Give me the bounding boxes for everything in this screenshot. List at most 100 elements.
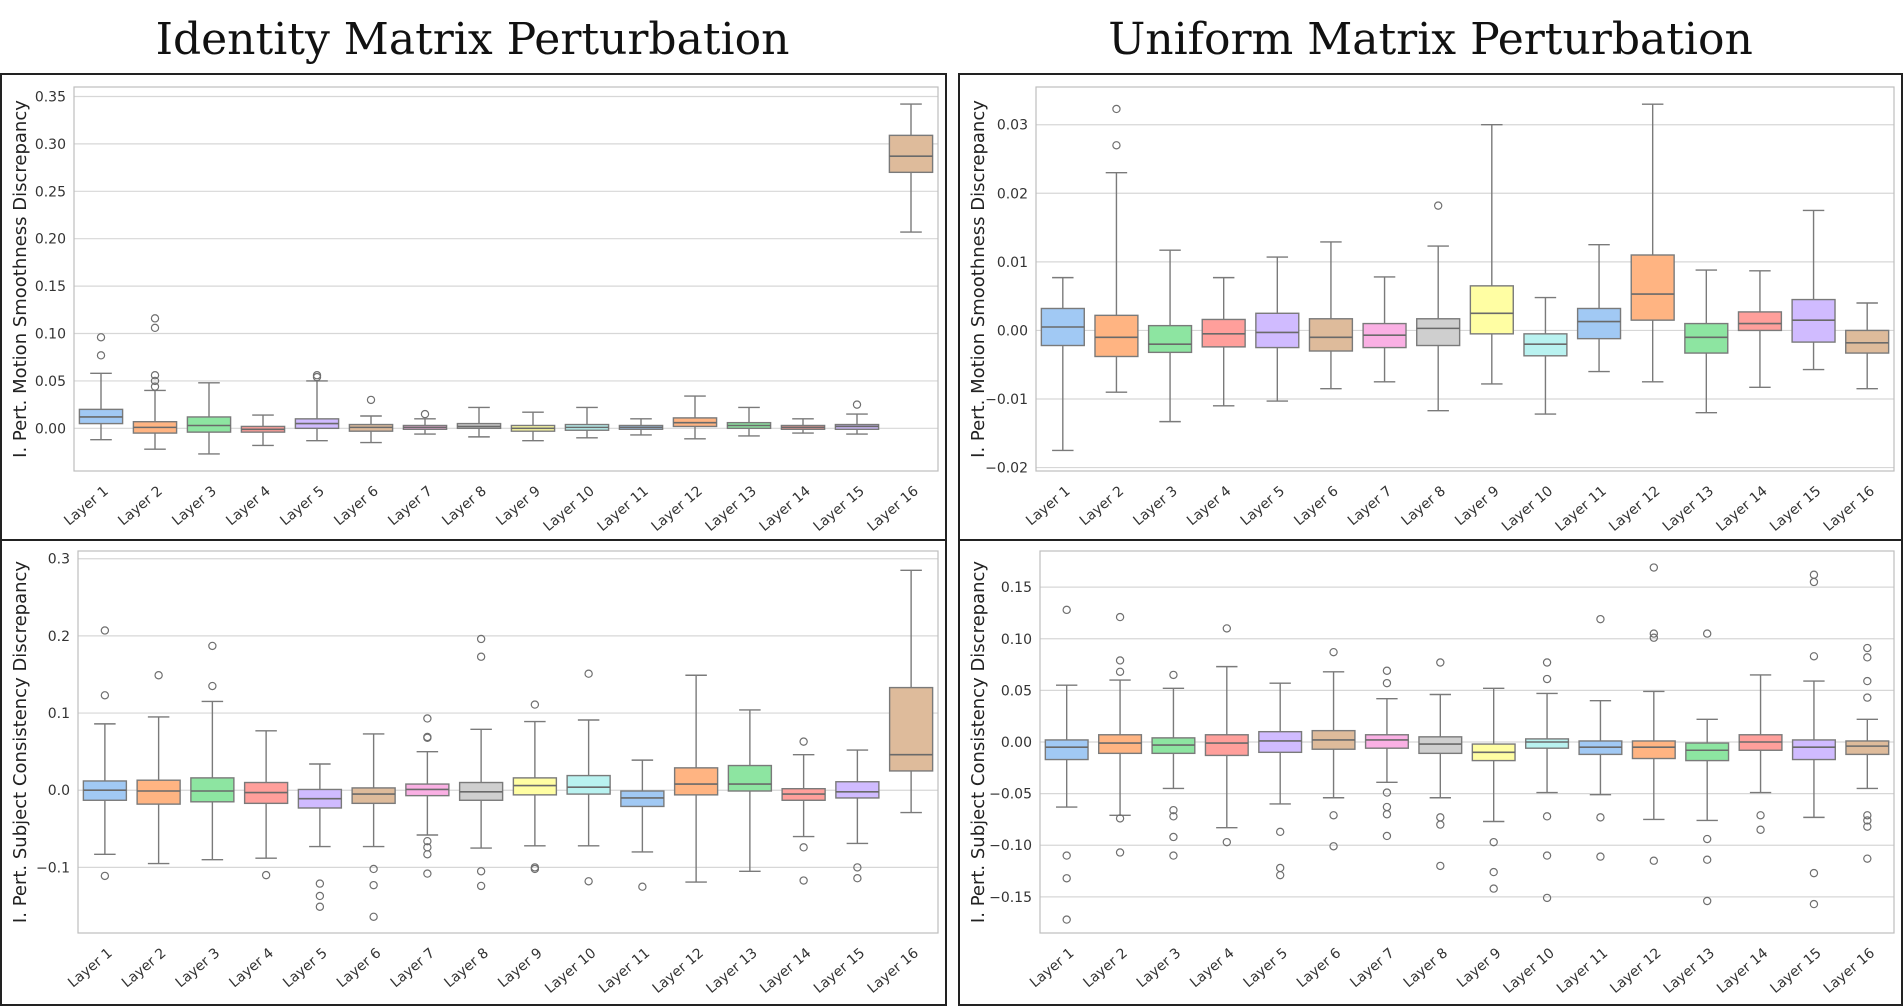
x-tick-label: Layer 15 bbox=[1767, 945, 1824, 997]
box-2 bbox=[132, 314, 178, 450]
outlier-point bbox=[853, 874, 862, 883]
box-3 bbox=[186, 382, 232, 455]
x-tick-label: Layer 11 bbox=[1553, 483, 1610, 535]
box-5 bbox=[297, 763, 343, 911]
box-16 bbox=[1845, 302, 1890, 390]
outlier-point bbox=[1809, 868, 1819, 878]
x-tick-label: Layer 8 bbox=[441, 945, 491, 991]
outlier-point bbox=[1169, 812, 1178, 821]
y-tick-label: 0.3 bbox=[48, 552, 70, 568]
outlier-point bbox=[1115, 814, 1125, 823]
outlier-point bbox=[1863, 816, 1872, 825]
x-tick-label: Layer 9 bbox=[495, 945, 545, 991]
chart-uniform-motion-smoothness: −0.02 −0.01 0.00 0.01 0.02 0.03 I. Pert. Motio… bbox=[968, 86, 1895, 535]
box-13 bbox=[1685, 629, 1730, 906]
outlier-point bbox=[1112, 104, 1121, 114]
outlier-point bbox=[1809, 570, 1819, 579]
x-tick-label: Layer 7 bbox=[1345, 483, 1395, 529]
box-4 bbox=[1204, 624, 1249, 847]
iqr-box bbox=[190, 777, 235, 803]
x-tick-label: Layer 14 bbox=[757, 945, 814, 997]
iqr-box bbox=[186, 416, 232, 433]
plot-area bbox=[77, 550, 939, 934]
outlier-point bbox=[1436, 820, 1445, 829]
outlier-point bbox=[1433, 201, 1443, 210]
y-tick-label: 0.01 bbox=[997, 255, 1028, 271]
outlier-point bbox=[1596, 813, 1605, 822]
outlier-point bbox=[1489, 837, 1498, 847]
y-tick-label: −0.01 bbox=[985, 392, 1028, 408]
outlier-point bbox=[476, 881, 486, 891]
outlier-point bbox=[261, 870, 271, 880]
panel-uniform-motion: −0.02 −0.01 0.00 0.01 0.02 0.03 I. Pert. Motio… bbox=[958, 73, 1903, 541]
outlier-point bbox=[1382, 810, 1392, 819]
y-tick-label: 0.35 bbox=[35, 89, 66, 105]
outlier-point bbox=[1329, 811, 1338, 820]
outlier-point bbox=[1542, 893, 1552, 903]
outlier-point bbox=[1542, 674, 1552, 684]
iqr-box bbox=[1631, 740, 1676, 760]
y-tick-label: 0.03 bbox=[997, 118, 1028, 134]
iqr-box bbox=[673, 767, 719, 796]
box-15 bbox=[1791, 570, 1836, 909]
box-14 bbox=[780, 418, 826, 434]
outlier-point bbox=[799, 843, 808, 852]
box-9 bbox=[1469, 124, 1514, 385]
column-title-uniform: Uniform Matrix Perturbation bbox=[1108, 14, 1753, 65]
x-tick-label: Layer 4 bbox=[223, 483, 273, 529]
x-tick-label: Layer 8 bbox=[1399, 483, 1449, 529]
y-tick-label: 0.15 bbox=[1001, 580, 1032, 596]
outlier-point bbox=[96, 333, 106, 342]
outlier-point bbox=[530, 700, 540, 709]
iqr-box bbox=[1845, 329, 1890, 354]
chart-uniform-subject-consistency: −0.15 −0.10 −0.05 0.00 0.05 0.10 0.15 I. Pert. … bbox=[968, 550, 1895, 997]
box-5 bbox=[1255, 256, 1300, 402]
box-4 bbox=[243, 730, 289, 880]
iqr-box bbox=[1630, 254, 1675, 321]
x-tick-label: Layer 1 bbox=[1027, 945, 1077, 991]
iqr-box bbox=[727, 764, 773, 792]
box-8 bbox=[456, 406, 502, 438]
box-12 bbox=[672, 395, 718, 440]
outlier-point bbox=[1863, 643, 1872, 653]
iqr-box bbox=[835, 781, 880, 799]
x-tick-label: Layer 14 bbox=[756, 483, 813, 535]
outlier-point bbox=[1382, 678, 1392, 688]
iqr-box bbox=[1684, 322, 1729, 354]
box-2 bbox=[1098, 612, 1143, 857]
outlier-point bbox=[315, 902, 325, 911]
box-1 bbox=[82, 626, 128, 881]
outlier-point bbox=[1863, 693, 1872, 702]
box-13 bbox=[726, 406, 772, 437]
x-tick-label: Layer 9 bbox=[1452, 483, 1502, 529]
box-14 bbox=[1737, 270, 1783, 389]
box-15 bbox=[834, 400, 880, 435]
box-4 bbox=[240, 414, 286, 447]
outlier-point bbox=[1062, 915, 1071, 924]
gridlines bbox=[78, 558, 938, 869]
x-tick-label: Layer 5 bbox=[280, 945, 330, 991]
panel-identity-motion: 0.00 0.05 0.10 0.15 0.20 0.25 0.30 0.35 I. Pert.… bbox=[0, 73, 947, 541]
box-3 bbox=[1147, 249, 1193, 423]
iqr-box bbox=[1308, 318, 1354, 352]
box-5 bbox=[1258, 682, 1303, 880]
x-tick-label: Layer 15 bbox=[1767, 483, 1824, 535]
outlier-point bbox=[1863, 653, 1872, 662]
x-tick-label: Layer 13 bbox=[1661, 945, 1718, 997]
outlier-point bbox=[1649, 629, 1659, 638]
box-12 bbox=[673, 674, 719, 883]
iqr-box bbox=[1258, 730, 1303, 754]
outlier-point bbox=[1062, 851, 1071, 860]
outlier-point bbox=[1275, 870, 1285, 880]
outlier-point bbox=[1649, 856, 1659, 865]
x-tick-label: Layer 2 bbox=[119, 945, 169, 991]
outlier-point bbox=[1169, 851, 1178, 860]
box-8 bbox=[458, 634, 504, 891]
box-1 bbox=[1040, 276, 1085, 452]
x-tick-label: Layer 2 bbox=[1077, 483, 1127, 529]
x-tick-label: Layer 16 bbox=[1821, 945, 1878, 997]
outlier-point bbox=[799, 737, 808, 746]
box-7 bbox=[1362, 276, 1407, 383]
outlier-point bbox=[369, 880, 378, 890]
panel-identity-subject: −0.1 0.0 0.1 0.2 0.3 I. Pert. Subject Consist… bbox=[0, 539, 947, 1006]
